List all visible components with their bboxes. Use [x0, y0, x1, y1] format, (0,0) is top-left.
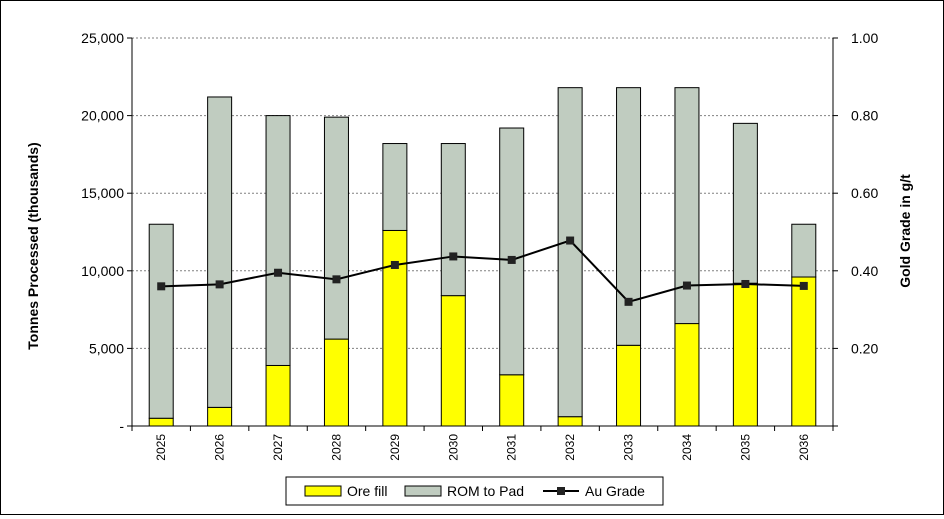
au-grade-point — [157, 282, 166, 291]
rom-to-pad-bar — [499, 127, 525, 376]
ore-fill-bar — [207, 406, 233, 427]
x-tick-label: 2033 — [622, 434, 636, 461]
ore-fill-bar — [732, 282, 758, 427]
y-tick-label: 5,000 — [89, 340, 124, 356]
x-tick-label: 2029 — [388, 434, 402, 461]
ore-fill-bar — [791, 276, 817, 427]
rom-to-pad-bar — [323, 116, 349, 340]
y-axis-ticks: - 5,000 10,000 15,000 20,000 25,000 — [81, 30, 132, 434]
rom-to-pad-bar — [440, 143, 466, 297]
au-grade-line — [157, 236, 808, 306]
x-tick-label: 2031 — [505, 434, 519, 461]
au-grade-point — [215, 280, 224, 289]
au-grade-point — [390, 260, 399, 269]
y-tick-label: 20,000 — [81, 108, 124, 124]
legend-label-rom-to-pad: ROM to Pad — [447, 483, 524, 499]
x-tick-label: 2025 — [154, 434, 168, 461]
legend-box — [285, 476, 664, 506]
ore-fill-bar — [323, 338, 349, 427]
x-tick-label: 2035 — [738, 434, 752, 461]
y2-tick-label: 0.60 — [851, 185, 878, 201]
rom-to-pad-bar — [207, 96, 233, 408]
x-tick-label: 2027 — [271, 434, 285, 461]
x-tick-label: 2028 — [329, 434, 343, 461]
ore-fill-bar — [499, 374, 525, 427]
axes — [131, 38, 834, 427]
rom-to-pad-bar — [557, 87, 583, 418]
legend-swatch-rom-to-pad — [404, 485, 442, 497]
y2-tick-label: 0.80 — [851, 108, 878, 124]
au-grade-point — [566, 236, 575, 245]
gridlines — [132, 37, 833, 349]
x-tick-label: 2036 — [797, 434, 811, 461]
rom-to-pad-bar — [382, 143, 408, 231]
x-axis-ticks: 2025 2026 2027 2028 2029 2030 2031 2032 2033 2034… — [131, 426, 834, 461]
x-tick-label: 2032 — [563, 434, 577, 461]
au-grade-point — [682, 281, 691, 290]
bars — [148, 87, 817, 427]
legend-label-ore-fill: Ore fill — [347, 483, 387, 499]
rom-to-pad-bar — [732, 122, 758, 284]
ore-fill-bar — [557, 416, 583, 427]
legend-swatch-ore-fill — [304, 485, 342, 497]
y2-tick-label: 1.00 — [851, 30, 878, 46]
y-tick-label: - — [119, 418, 124, 434]
au-grade-point — [741, 279, 750, 288]
y2-tick-label: 0.40 — [851, 263, 878, 279]
au-grade-series-line — [161, 239, 804, 303]
y2-axis-title: Gold Grade in g/t — [897, 174, 913, 288]
ore-fill-bar — [616, 344, 642, 427]
ore-fill-bar — [265, 364, 291, 427]
legend-swatch-au-grade-marker — [557, 487, 565, 495]
ore-fill-bar — [674, 323, 700, 427]
ore-fill-bar — [148, 417, 174, 427]
legend-label-au-grade: Au Grade — [585, 483, 645, 499]
legend: Ore fill ROM to Pad Au Grade — [285, 476, 664, 506]
y2-axis-ticks: 0.20 0.40 0.60 0.80 1.00 — [833, 30, 878, 427]
rom-to-pad-bar — [791, 223, 817, 278]
x-tick-label: 2030 — [446, 434, 460, 461]
ore-fill-bar — [440, 295, 466, 427]
au-grade-point — [799, 281, 808, 290]
y-tick-label: 25,000 — [81, 30, 124, 46]
x-tick-label: 2034 — [680, 434, 694, 461]
ore-fill-bar — [382, 229, 408, 427]
y2-tick-label: 0.20 — [851, 340, 878, 356]
y-tick-label: 15,000 — [81, 185, 124, 201]
y-axis-title: Tonnes Processed (thousands) — [25, 142, 41, 349]
rom-to-pad-bar — [265, 115, 291, 366]
x-tick-label: 2026 — [213, 434, 227, 461]
au-grade-point — [332, 275, 341, 284]
rom-to-pad-bar — [148, 223, 174, 419]
rom-to-pad-bar — [616, 87, 642, 346]
au-grade-point — [624, 297, 633, 306]
au-grade-point — [449, 252, 458, 261]
au-grade-point — [274, 268, 283, 277]
au-grade-point — [507, 255, 516, 264]
y-tick-label: 10,000 — [81, 263, 124, 279]
